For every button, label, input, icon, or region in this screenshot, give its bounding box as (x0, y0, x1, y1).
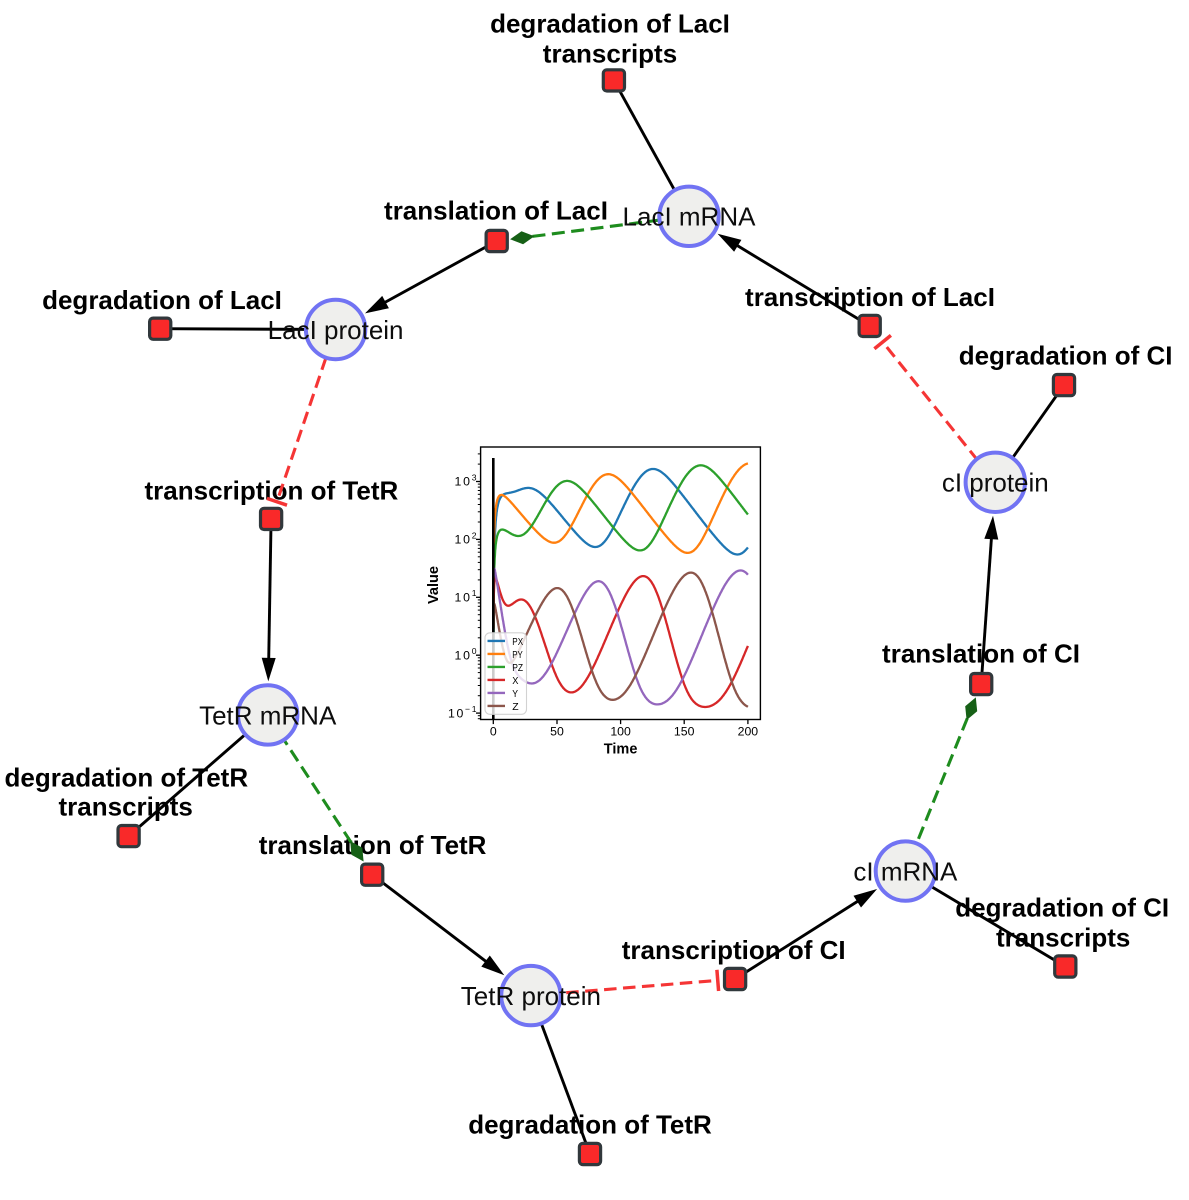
svg-text:Value: Value (426, 566, 442, 604)
svg-text:degradation of LacI: degradation of LacI (490, 8, 730, 38)
svg-text:degradation of LacI: degradation of LacI (42, 285, 282, 315)
svg-text:transcripts: transcripts (59, 792, 193, 822)
svg-text:transcripts: transcripts (543, 38, 677, 68)
svg-text:150: 150 (674, 724, 695, 738)
svg-text:TetR protein: TetR protein (461, 981, 601, 1011)
svg-text:PY: PY (512, 649, 523, 661)
svg-text:transcription of CI: transcription of CI (622, 935, 846, 965)
svg-text:PX: PX (512, 636, 523, 648)
svg-text:0: 0 (490, 724, 497, 738)
svg-text:translation of LacI: translation of LacI (384, 196, 608, 226)
svg-text:100: 100 (610, 724, 631, 738)
svg-text:degradation of TetR: degradation of TetR (4, 763, 248, 793)
svg-text:PZ: PZ (512, 662, 523, 674)
svg-text:Time: Time (604, 742, 638, 758)
svg-text:200: 200 (738, 724, 759, 738)
svg-text:cI protein: cI protein (942, 468, 1049, 498)
svg-text:Y: Y (512, 688, 518, 700)
svg-text:transcription of LacI: transcription of LacI (745, 282, 995, 312)
svg-text:50: 50 (550, 724, 564, 738)
svg-text:degradation of TetR: degradation of TetR (468, 1110, 712, 1140)
svg-text:LacI mRNA: LacI mRNA (623, 202, 757, 232)
svg-text:Z: Z (512, 701, 519, 713)
svg-text:degradation of CI: degradation of CI (955, 892, 1169, 922)
svg-text:translation of CI: translation of CI (882, 639, 1080, 669)
svg-text:X: X (512, 675, 518, 687)
svg-text:LacI protein: LacI protein (268, 315, 404, 345)
svg-text:cI mRNA: cI mRNA (853, 857, 958, 887)
svg-text:degradation of CI: degradation of CI (959, 341, 1173, 371)
svg-text:translation of TetR: translation of TetR (259, 830, 487, 860)
svg-text:TetR mRNA: TetR mRNA (199, 700, 337, 730)
